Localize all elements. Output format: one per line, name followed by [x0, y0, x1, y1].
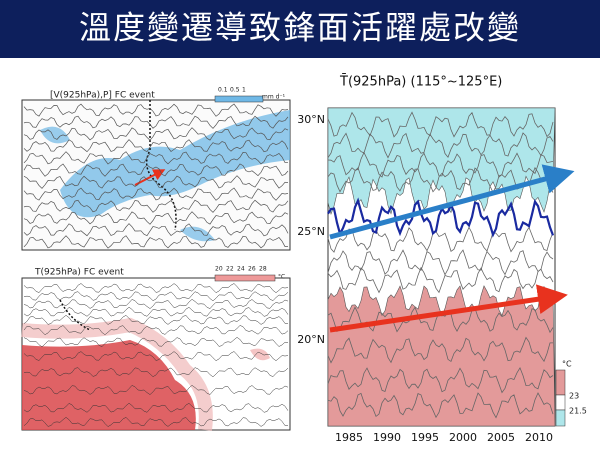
stream-line — [23, 336, 289, 348]
colorbar-label: 0.1 — [218, 87, 228, 94]
x-tick-label: 2000 — [449, 431, 477, 444]
colorbar-unit: mm d⁻¹ — [262, 94, 286, 101]
x-tick-label: 2005 — [487, 431, 515, 444]
contour — [327, 266, 554, 294]
stream-line — [23, 384, 289, 395]
stream-line — [23, 151, 289, 165]
colorbar-label: 26 — [248, 266, 256, 273]
map-label: T(925hPa) FC event — [34, 268, 124, 278]
colorbar-label: 28 — [259, 266, 267, 273]
stream-line — [23, 211, 289, 225]
contour — [327, 336, 553, 364]
stream-line — [23, 306, 289, 317]
stream-line — [23, 163, 289, 177]
stream-line — [23, 402, 289, 413]
colorbar-unit: °C — [562, 360, 572, 369]
x-tick-label: 1995 — [411, 431, 439, 444]
x-tick-label: 2010 — [525, 431, 553, 444]
stream-line — [23, 416, 288, 427]
stream-line — [23, 235, 288, 249]
contour — [327, 249, 554, 276]
slide-title: 溫度變遷導致鋒面活躍處改變 — [79, 9, 521, 47]
stream-line — [23, 187, 289, 201]
temperature-map — [21, 274, 291, 431]
contour — [327, 151, 554, 178]
y-tick-label: 25°N — [297, 225, 325, 238]
title-banner — [0, 0, 600, 58]
wind-map — [21, 95, 291, 251]
contour — [327, 166, 554, 194]
stream-line — [23, 325, 289, 336]
stream-line — [23, 283, 289, 294]
hovmoller-plot — [327, 107, 575, 427]
colorbar-label: 1 — [242, 87, 246, 94]
colorbar-label: 21.5 — [569, 407, 587, 416]
stream-line — [23, 223, 289, 237]
stream-line — [23, 127, 289, 141]
map-label: [V(925hPa),P] FC event — [50, 91, 155, 101]
contour — [327, 111, 554, 138]
stream-line — [23, 199, 289, 213]
colorbar-label: 23 — [569, 392, 579, 401]
stream-line — [23, 139, 289, 153]
y-tick-label: 30°N — [297, 113, 325, 126]
stream-line — [23, 103, 289, 117]
stream-line — [23, 175, 289, 189]
stream-line — [23, 367, 289, 378]
x-tick-label: 1990 — [373, 431, 401, 444]
contour — [327, 367, 554, 394]
chart-title: T̄(925hPa) (115°~125°E) — [339, 74, 502, 89]
contour — [327, 392, 554, 419]
colorbar-label: 24 — [237, 266, 245, 273]
contour — [327, 132, 554, 159]
stream-line — [23, 115, 289, 129]
stream-line — [23, 291, 289, 302]
contour — [327, 226, 554, 253]
colorbar-unit: °C — [278, 274, 285, 281]
x-tick-label: 1985 — [335, 431, 363, 444]
colorbar-label: 0.5 — [230, 87, 240, 94]
y-tick-label: 20°N — [297, 333, 325, 346]
colorbar-label: 22 — [226, 266, 234, 273]
colorbar-label: 20 — [215, 266, 223, 273]
stream-line — [23, 314, 289, 325]
stream-line — [23, 298, 289, 309]
stream-line — [23, 351, 289, 362]
